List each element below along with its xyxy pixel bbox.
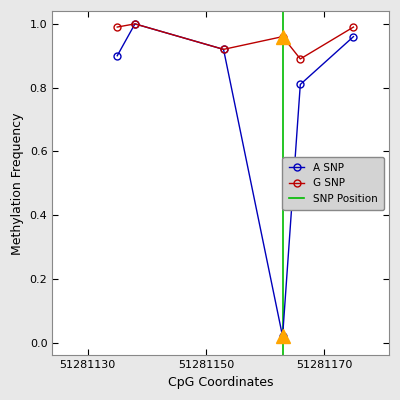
Y-axis label: Methylation Frequency: Methylation Frequency bbox=[11, 112, 24, 254]
X-axis label: CpG Coordinates: CpG Coordinates bbox=[168, 376, 273, 389]
Legend: A SNP, G SNP, SNP Position: A SNP, G SNP, SNP Position bbox=[282, 157, 384, 210]
